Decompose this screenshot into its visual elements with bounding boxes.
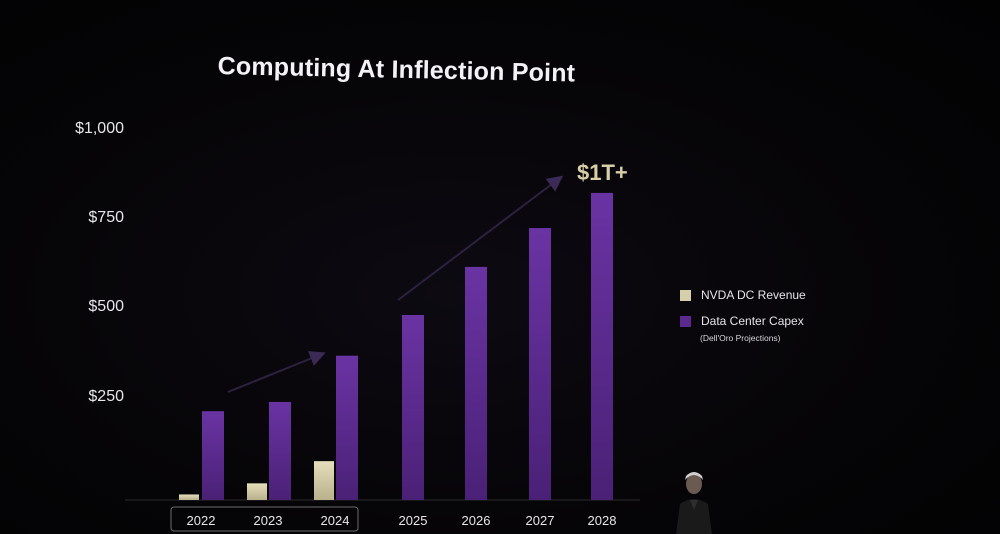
x-tick-label-2023: 2023 (254, 513, 283, 528)
bar-capex-2022 (202, 411, 224, 500)
bar-nvda-2023 (247, 483, 267, 500)
y-tick-label-1000: $1,000 (75, 120, 124, 137)
legend-swatch-nvda (680, 289, 691, 301)
bar-nvda-2022 (179, 494, 199, 500)
legend-label-capex: Data Center Capex (701, 314, 804, 328)
x-tick-label-2024: 2024 (321, 513, 350, 528)
presenter-figure (676, 472, 712, 534)
trend-arrow-long (397, 175, 564, 301)
legend-note: (Dell'Oro Projections) (700, 333, 781, 343)
trillion-callout: $1T+ (577, 160, 628, 185)
x-tick-label-2026: 2026 (462, 513, 491, 528)
highlight-box-2022-2024 (170, 506, 359, 532)
legend-item-nvda: NVDA DC Revenue (680, 288, 806, 302)
y-tick-label-250: $250 (88, 388, 124, 405)
x-tick-label-2025: 2025 (399, 513, 428, 528)
bar-capex-2023 (269, 401, 291, 500)
legend: NVDA DC Revenue Data Center Capex (680, 288, 806, 340)
y-tick-label-750: $750 (88, 209, 124, 226)
bar-capex-2027 (529, 228, 551, 501)
bar-capex-2026 (465, 266, 487, 500)
x-tick-label-2028: 2028 (588, 513, 617, 528)
bar-nvda-2024 (314, 461, 334, 500)
trend-arrow-short (227, 351, 326, 393)
legend-swatch-capex (680, 315, 691, 327)
x-tick-label-2027: 2027 (526, 513, 555, 528)
bar-capex-2025 (402, 315, 424, 500)
x-tick-label-2022: 2022 (187, 513, 216, 528)
bar-capex-2028 (591, 192, 613, 500)
legend-item-capex: Data Center Capex (680, 314, 806, 328)
bar-capex-2024 (336, 355, 358, 500)
y-tick-label-500: $500 (88, 298, 124, 315)
legend-label-nvda: NVDA DC Revenue (701, 288, 806, 302)
